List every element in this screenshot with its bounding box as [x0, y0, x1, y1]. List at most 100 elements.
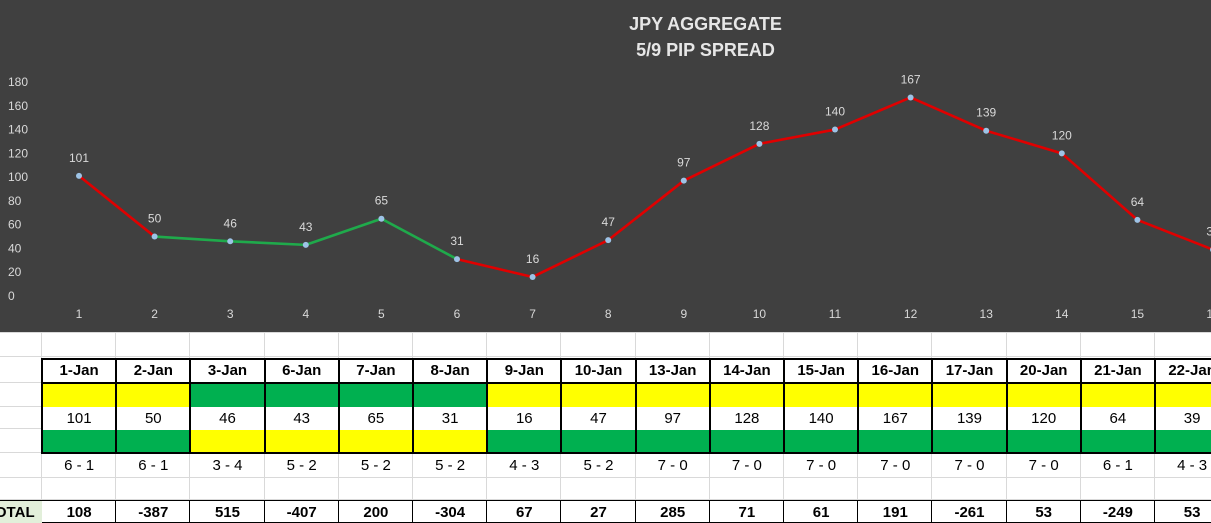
- status-bar-top: [486, 384, 563, 407]
- value-cell: 97: [634, 407, 711, 430]
- total-cell: 53: [1005, 500, 1082, 523]
- value-cell: 65: [337, 407, 414, 430]
- x-tick-label: 7: [529, 307, 536, 321]
- total-cell: -387: [115, 500, 192, 523]
- total-cell: 61: [783, 500, 860, 523]
- total-cell: -407: [263, 500, 340, 523]
- y-tick-label: 20: [8, 265, 22, 279]
- data-label: 167: [901, 72, 921, 86]
- data-point: [1058, 150, 1065, 157]
- x-tick-label: 13: [980, 307, 994, 321]
- date-header: 2-Jan: [115, 358, 192, 384]
- series-line-segment: [833, 96, 912, 131]
- series-line-segment: [531, 238, 610, 279]
- x-tick-label: 9: [680, 307, 687, 321]
- value-cell: 43: [263, 407, 340, 430]
- series-line-segment: [606, 179, 686, 242]
- y-tick-label: 40: [8, 241, 22, 255]
- series-line-segment: [455, 257, 534, 279]
- data-label: 50: [148, 212, 162, 226]
- status-bar-bottom: [634, 430, 711, 454]
- date-header: 3-Jan: [189, 358, 266, 384]
- y-tick-label: 160: [8, 99, 28, 113]
- score-cell: 7 - 0: [806, 457, 837, 474]
- total-cell: 515: [189, 500, 266, 523]
- score-cell: 7 - 0: [1028, 457, 1059, 474]
- series-line-segment: [1136, 218, 1211, 251]
- data-label: 101: [69, 151, 89, 165]
- x-tick-label: 10: [753, 307, 767, 321]
- data-label: 140: [825, 105, 845, 119]
- total-cell: 71: [708, 500, 785, 523]
- score-cell: 7 - 0: [731, 457, 762, 474]
- date-header: 15-Jan: [783, 358, 860, 384]
- score-cell: 5 - 2: [583, 457, 614, 474]
- score-cell: 4 - 3: [1177, 457, 1208, 474]
- chart-panel: JPY AGGREGATE 5/9 PIP SPREAD 0 20 40 60 80 10…: [0, 0, 1211, 332]
- date-header: 14-Jan: [708, 358, 785, 384]
- y-tick-label: 80: [8, 194, 22, 208]
- gridline: [0, 499, 1211, 500]
- status-bar-top: [337, 384, 414, 407]
- status-bar-bottom: [189, 430, 266, 454]
- series-line-segment: [909, 96, 988, 133]
- data-label: 39: [1206, 225, 1211, 239]
- gridline: [0, 356, 1211, 357]
- value-cell: 46: [189, 407, 266, 430]
- score-cell: 7 - 0: [880, 457, 911, 474]
- score-cell: 6 - 1: [64, 457, 95, 474]
- total-cell: 67: [486, 500, 563, 523]
- x-tick-label: 16: [1206, 307, 1211, 321]
- value-cell: 39: [1154, 407, 1211, 430]
- data-label: 120: [1052, 128, 1072, 142]
- total-cell: -249: [1079, 500, 1156, 523]
- score-cell: 5 - 2: [360, 457, 391, 474]
- date-header: 6-Jan: [263, 358, 340, 384]
- x-tick-label: 11: [829, 307, 842, 321]
- x-tick-label: 8: [605, 307, 612, 321]
- data-label: 139: [976, 106, 996, 120]
- x-tick-label: 1: [76, 307, 83, 321]
- data-label: 16: [526, 252, 540, 266]
- series-line-segment: [380, 217, 459, 261]
- date-header: 8-Jan: [412, 358, 489, 384]
- data-label: 47: [602, 215, 616, 229]
- series-line-segment: [758, 128, 837, 146]
- status-bar-top: [189, 384, 266, 407]
- x-tick-label: 12: [904, 307, 918, 321]
- score-cell: 7 - 0: [954, 457, 985, 474]
- data-point: [756, 140, 763, 147]
- date-header: 1-Jan: [41, 358, 118, 384]
- value-cell: 167: [857, 407, 934, 430]
- status-bar-bottom: [337, 430, 414, 454]
- data-point: [529, 273, 536, 280]
- score-cell: 6 - 1: [1102, 457, 1133, 474]
- y-tick-label: 180: [8, 75, 28, 89]
- chart-title: JPY AGGREGATE: [629, 14, 782, 34]
- value-cell: 140: [783, 407, 860, 430]
- series-line-segment: [304, 217, 383, 247]
- score-cell: 5 - 2: [286, 457, 317, 474]
- status-bar-top: [1154, 384, 1211, 407]
- y-tick-label: 100: [8, 170, 28, 184]
- status-bar-top: [560, 384, 637, 407]
- date-header: 9-Jan: [486, 358, 563, 384]
- x-tick-label: 5: [378, 307, 385, 321]
- data-label: 64: [1131, 195, 1145, 209]
- date-header: 22-Jan: [1154, 358, 1211, 384]
- data-label: 97: [677, 156, 691, 170]
- status-bar-bottom: [931, 430, 1008, 454]
- date-header: 13-Jan: [634, 358, 711, 384]
- gridline: [0, 332, 1211, 333]
- status-bar-bottom: [783, 430, 860, 454]
- y-tick-label: 0: [8, 289, 15, 303]
- data-point: [302, 241, 309, 248]
- data-point: [907, 94, 914, 101]
- value-cell: 47: [560, 407, 637, 430]
- data-label: 43: [299, 220, 313, 234]
- value-cell: 101: [41, 407, 118, 430]
- x-tick-label: 2: [151, 307, 158, 321]
- status-bar-bottom: [1154, 430, 1211, 454]
- total-cell: -304: [412, 500, 489, 523]
- gridline: [0, 477, 1211, 478]
